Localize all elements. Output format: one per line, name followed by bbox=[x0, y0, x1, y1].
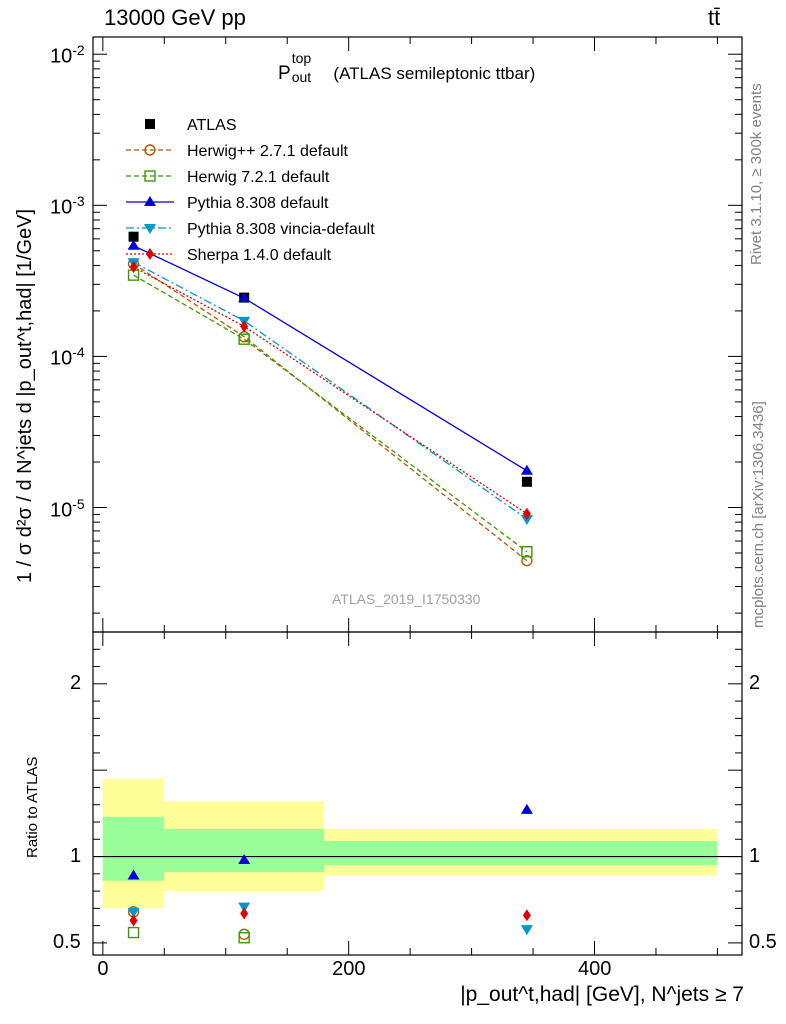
top-line-0 bbox=[133, 263, 528, 562]
top-marker-1-1 bbox=[238, 333, 250, 345]
bottom-y-tick-label-right-0: 0.5 bbox=[749, 930, 777, 953]
top-line-3 bbox=[133, 261, 528, 520]
bottom-y-tick-label-right-1: 1 bbox=[749, 844, 761, 867]
legend-marker-1 bbox=[144, 144, 156, 156]
legend-marker-0 bbox=[145, 119, 155, 129]
top-y-axis-label: 1 / σ d²σ / d N^jets d |p_out^t,had| [1/… bbox=[14, 208, 36, 583]
header-collision-label: 13000 GeV pp bbox=[104, 5, 246, 30]
title-sub: out bbox=[291, 69, 312, 85]
ratio-line-1 bbox=[134, 933, 527, 971]
ratio-marker-2-2 bbox=[520, 803, 533, 814]
title-sup: top bbox=[291, 50, 312, 66]
title-rest: (ATLAS semileptonic ttbar) bbox=[328, 64, 536, 83]
bottom-y-tick-label-left-1: 1 bbox=[70, 844, 82, 867]
bottom-panel-frame bbox=[92, 631, 743, 956]
x-tick-label-2: 400 bbox=[578, 958, 612, 980]
legend-label-2: Herwig 7.2.1 default bbox=[187, 169, 330, 186]
legend-marker-3 bbox=[144, 196, 156, 206]
legend-marker-4 bbox=[144, 224, 156, 234]
top-marker-2-0 bbox=[127, 239, 140, 250]
ratio-marker-1-0 bbox=[127, 926, 140, 939]
header-process-label: tt̄ bbox=[708, 5, 721, 30]
top-y-tick-label-1: 10-4 bbox=[50, 344, 85, 371]
stat-uncertainty-band-1 bbox=[164, 828, 325, 873]
top-marker-4-1 bbox=[240, 320, 249, 333]
ratio-line-4 bbox=[134, 914, 527, 921]
top-line-4 bbox=[133, 266, 528, 515]
ratio-marker-3-0 bbox=[127, 907, 140, 918]
ratio-marker-1-1 bbox=[238, 932, 250, 944]
top-y-tick-label-3: 10-2 bbox=[50, 42, 85, 68]
top-marker-3-2 bbox=[520, 514, 533, 525]
ratio-line-3 bbox=[134, 907, 527, 929]
ratio-marker-4-2 bbox=[522, 909, 531, 922]
top-marker-1-2 bbox=[521, 545, 533, 558]
ratio-marker-3-2 bbox=[520, 925, 533, 936]
ratio-marker-0-1 bbox=[238, 928, 250, 940]
legend-marker-5 bbox=[146, 248, 154, 260]
x-axis-label: |p_out^t,had| [GeV], N^jets ≥ 7 bbox=[460, 983, 744, 1006]
stat-uncertainty-band-2 bbox=[324, 841, 718, 866]
ratio-marker-4-1 bbox=[240, 907, 249, 920]
legend-label-5: Sherpa 1.4.0 default bbox=[187, 247, 332, 264]
analysis-id-watermark: ATLAS_2019_I1750330 bbox=[332, 591, 481, 607]
ratio-line-0 bbox=[134, 912, 527, 978]
ratio-marker-4-0 bbox=[129, 914, 138, 927]
legend-marker-2 bbox=[144, 170, 156, 182]
top-y-tick-label-0: 10-5 bbox=[50, 495, 85, 522]
ratio-marker-2-1 bbox=[238, 854, 251, 864]
top-marker-4-2 bbox=[522, 507, 531, 520]
top-marker-2-1 bbox=[238, 292, 251, 303]
top-marker-4-0 bbox=[129, 261, 138, 274]
rivet-version-label: Rivet 3.1.10, ≥ 300k events bbox=[748, 83, 765, 265]
bottom-y-tick-label-right-2: 2 bbox=[749, 671, 761, 694]
legend-label-1: Herwig++ 2.7.1 default bbox=[187, 143, 349, 160]
legend-label-0: ATLAS bbox=[187, 117, 237, 134]
mcplots-label: mcplots.cern.ch [arXiv:1306.3436] bbox=[750, 401, 767, 628]
bottom-y-tick-label-left-0: 0.5 bbox=[53, 930, 81, 953]
ratio-marker-2-0 bbox=[127, 869, 140, 880]
top-line-2 bbox=[133, 245, 528, 472]
title-main: P bbox=[278, 63, 291, 84]
legend-label-3: Pythia 8.308 default bbox=[187, 195, 329, 212]
top-y-tick-label-2: 10-3 bbox=[50, 193, 85, 219]
x-tick-label-1: 200 bbox=[332, 958, 366, 980]
legend-label-4: Pythia 8.308 vincia-default bbox=[187, 221, 375, 238]
bottom-y-tick-label-left-2: 2 bbox=[70, 671, 82, 694]
top-marker-0-2 bbox=[521, 554, 533, 567]
top-line-1 bbox=[133, 274, 528, 553]
atlas-point-2 bbox=[521, 476, 532, 487]
bottom-y-axis-label: Ratio to ATLAS bbox=[24, 756, 41, 858]
x-tick-label-0: 0 bbox=[97, 958, 109, 980]
top-marker-2-2 bbox=[520, 464, 533, 475]
atlas-point-0 bbox=[128, 231, 139, 242]
